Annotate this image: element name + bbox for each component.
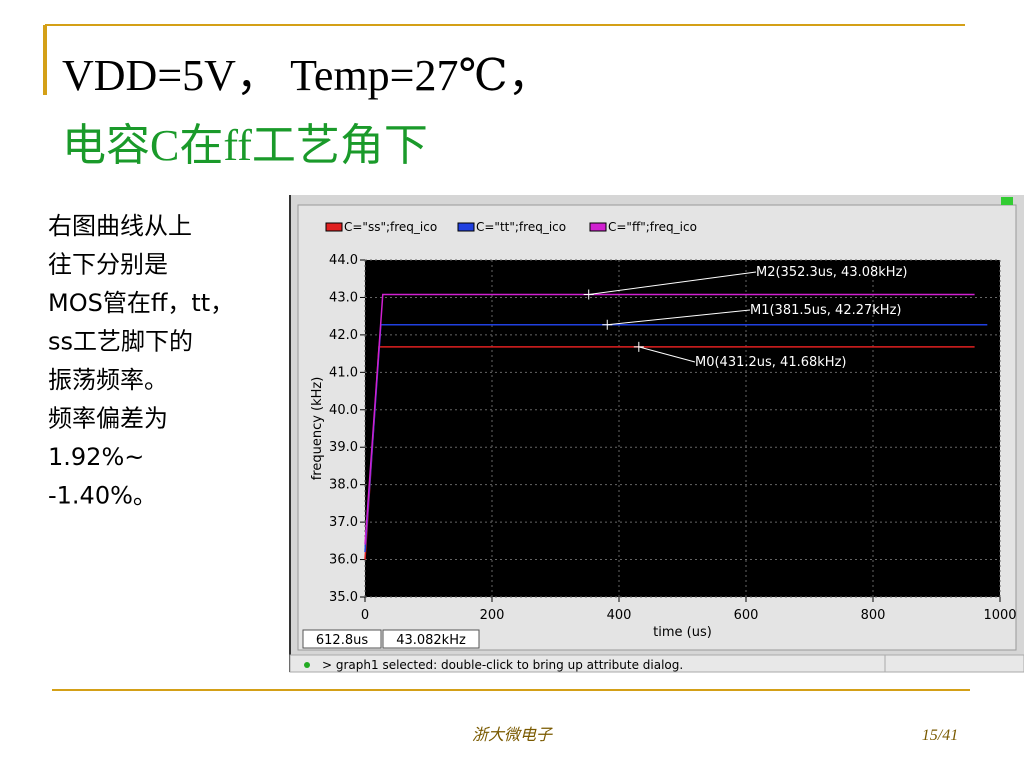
status-x: 612.8us	[316, 633, 368, 648]
marker-leader	[607, 309, 751, 326]
footer-center: 浙大微电子	[472, 726, 553, 744]
y-tick-label: 35.0	[329, 590, 358, 605]
status-box	[302, 629, 382, 649]
title: VDD=5V， Temp=27℃，	[62, 51, 552, 100]
x-axis-label: time (us)	[653, 625, 712, 640]
x-tick-label: 0	[361, 608, 369, 623]
y-tick-label: 43.0	[329, 290, 358, 305]
x-tick-label: 1000	[983, 608, 1016, 623]
legend-label: C="tt";freq_ico	[476, 220, 566, 234]
message: > graph1 selected: double-click to bring…	[322, 658, 683, 672]
legend-label: C="ff";freq_ico	[608, 220, 697, 234]
marker-cross	[633, 341, 644, 352]
body-line: ss工艺脚下的	[48, 328, 193, 356]
y-tick-label: 44.0	[329, 253, 358, 268]
body-line: 1.92%~	[48, 443, 144, 471]
title: 电容C在ff工艺角下	[62, 121, 428, 170]
body-line: 振荡频率。	[48, 366, 168, 394]
y-tick-label: 41.0	[329, 365, 358, 380]
body-line: 右图曲线从上	[48, 212, 192, 240]
marker-label: M1(381.5us, 42.27kHz)	[750, 303, 901, 318]
status-dot	[304, 662, 310, 668]
x-tick-label: 400	[607, 608, 632, 623]
message-bar	[289, 654, 1024, 673]
marker-leader	[588, 271, 757, 295]
legend-label: C="ss";freq_ico	[344, 220, 437, 234]
body-line: MOS管在ff，tt，	[48, 289, 234, 317]
series-line	[364, 293, 975, 545]
y-tick-label: 38.0	[329, 478, 358, 493]
marker-leader	[638, 346, 696, 363]
y-tick-label: 37.0	[329, 515, 358, 530]
body-line: 频率偏差为	[48, 405, 168, 433]
y-tick-label: 40.0	[329, 403, 358, 418]
x-tick-label: 600	[734, 608, 759, 623]
legend-swatch	[325, 222, 343, 232]
chart: 35.0 36.0 37.0 38.0 39.0 40.0 41.0 42.0 43.0 44.0…	[310, 220, 1017, 640]
y-tick-label: 42.0	[329, 328, 358, 343]
marker-label: M2(352.3us, 43.08kHz)	[756, 265, 907, 280]
legend-swatch	[457, 222, 475, 232]
status-y: 43.082kHz	[396, 633, 466, 648]
y-tick-label: 36.0	[329, 553, 358, 568]
marker-label: M0(431.2us, 41.68kHz)	[695, 355, 846, 370]
window-icon	[1001, 197, 1013, 205]
plot-area	[365, 260, 1000, 597]
page-number: 15/41	[922, 727, 958, 744]
x-tick-label: 200	[480, 608, 505, 623]
body-line: -1.40%。	[48, 482, 157, 510]
status-box	[382, 629, 480, 649]
body-line: 往下分别是	[48, 251, 168, 279]
legend-swatch	[589, 222, 607, 232]
title-bar	[43, 25, 47, 95]
y-tick-label: 39.0	[329, 440, 358, 455]
x-tick-label: 800	[861, 608, 886, 623]
y-axis-label: frequency (kHz)	[310, 377, 325, 481]
